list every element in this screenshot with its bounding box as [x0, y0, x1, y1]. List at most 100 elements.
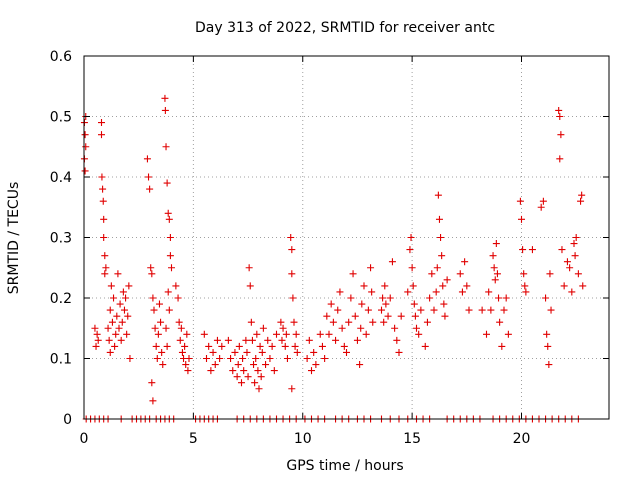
data-point	[245, 264, 253, 272]
data-point	[356, 361, 364, 369]
y-tick-label: 0.3	[50, 231, 72, 247]
data-point	[430, 306, 438, 314]
data-point	[168, 264, 175, 272]
data-points	[80, 94, 587, 423]
data-point	[343, 348, 350, 356]
data-point	[161, 106, 169, 114]
data-point	[305, 336, 313, 344]
data-point	[270, 367, 278, 375]
data-point	[435, 215, 443, 223]
data-point	[379, 294, 387, 302]
data-point	[247, 318, 255, 326]
data-point	[543, 330, 551, 338]
data-point	[409, 282, 417, 290]
data-point	[117, 336, 125, 344]
data-point	[518, 215, 525, 223]
data-point	[358, 300, 366, 308]
data-point	[120, 306, 128, 314]
data-point	[101, 252, 109, 260]
data-point	[101, 270, 109, 278]
x-tick-label: 5	[189, 431, 198, 447]
data-point	[312, 361, 320, 369]
y-tick-label: 0	[63, 412, 72, 428]
data-point	[397, 312, 405, 320]
data-point	[259, 324, 267, 332]
data-point	[118, 318, 126, 326]
data-point	[105, 336, 113, 344]
data-point	[123, 330, 131, 338]
data-point	[281, 342, 289, 350]
data-point	[493, 270, 501, 278]
data-point	[287, 234, 295, 241]
data-point	[360, 282, 368, 290]
data-point	[100, 215, 108, 223]
x-tick-label: 0	[80, 431, 89, 447]
data-point	[340, 342, 348, 350]
data-point	[240, 367, 248, 375]
data-point	[378, 306, 385, 314]
data-point	[125, 282, 133, 290]
data-point	[498, 342, 506, 350]
data-point	[244, 373, 252, 381]
data-point	[234, 361, 242, 369]
data-point	[157, 318, 165, 326]
data-point	[162, 143, 170, 151]
data-point	[165, 215, 173, 223]
data-point	[162, 324, 170, 332]
data-point	[231, 348, 239, 356]
data-point	[577, 197, 585, 205]
data-point	[93, 330, 101, 338]
data-point	[175, 318, 183, 326]
y-tick-label: 0.1	[50, 352, 72, 368]
data-point	[408, 264, 416, 272]
data-point	[353, 336, 361, 344]
x-tick-label: 10	[294, 431, 312, 447]
data-point	[200, 330, 208, 338]
data-point	[158, 348, 166, 356]
data-point	[81, 131, 89, 139]
data-point	[183, 330, 191, 338]
data-point	[461, 258, 469, 266]
axis-ticks	[83, 55, 609, 420]
data-point	[325, 330, 333, 338]
data-point	[293, 348, 301, 356]
x-tick-labels: 0 5 10 15 20	[80, 431, 531, 447]
data-point	[94, 336, 102, 344]
data-point	[502, 294, 510, 302]
data-point	[166, 252, 174, 260]
data-point	[437, 234, 445, 241]
data-point	[122, 294, 130, 302]
data-point	[439, 282, 447, 290]
data-point	[250, 361, 258, 369]
chart-title: Day 313 of 2022, SRMTID for receiver ant…	[195, 20, 495, 36]
data-point	[218, 342, 226, 350]
data-point	[119, 288, 127, 296]
data-point	[410, 300, 418, 308]
data-point	[544, 342, 552, 350]
data-point	[291, 342, 299, 350]
data-point	[292, 330, 300, 338]
data-point	[393, 336, 401, 344]
data-point	[257, 373, 265, 381]
data-point	[558, 246, 566, 254]
data-point	[111, 342, 119, 350]
y-tick-label: 0.2	[50, 291, 72, 307]
data-point	[329, 318, 337, 326]
data-point	[381, 282, 389, 290]
data-point	[522, 288, 530, 296]
data-point	[166, 234, 174, 241]
data-point	[91, 324, 99, 332]
data-point	[164, 288, 172, 296]
data-point	[516, 197, 524, 205]
data-point	[254, 367, 262, 375]
data-point	[98, 119, 105, 127]
data-point	[443, 276, 451, 284]
x-axis-label: GPS time / hours	[286, 458, 403, 474]
data-point	[177, 324, 185, 332]
data-point	[546, 270, 554, 278]
data-point	[456, 270, 464, 278]
data-point	[108, 318, 116, 326]
data-point	[176, 336, 184, 344]
data-point	[172, 282, 180, 290]
